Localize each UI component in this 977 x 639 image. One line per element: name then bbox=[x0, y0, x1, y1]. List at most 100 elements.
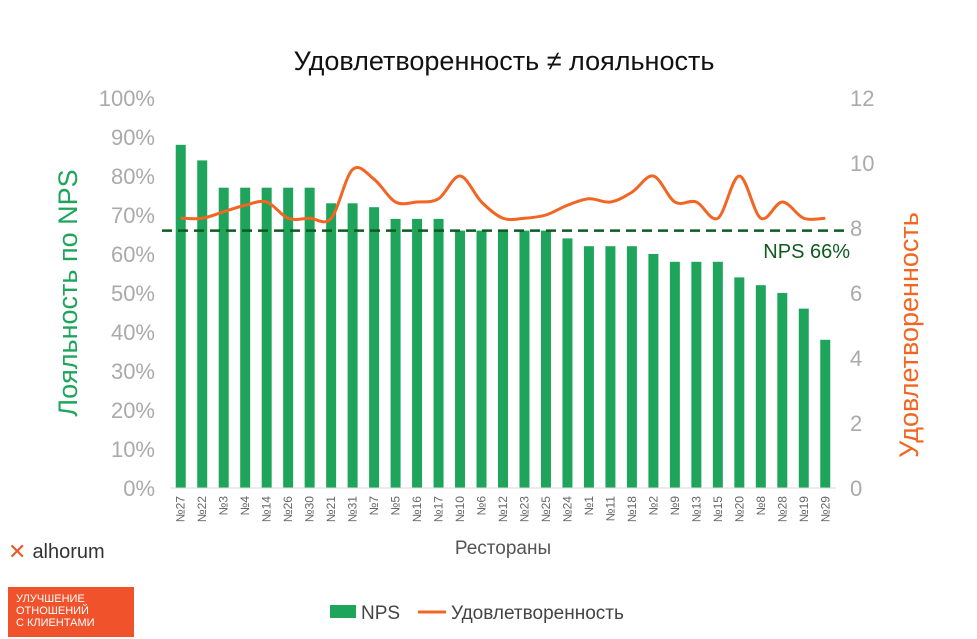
nps-bar bbox=[261, 187, 272, 488]
tagline-line: С КЛИЕНТАМИ bbox=[16, 617, 95, 629]
nps-bar bbox=[240, 187, 251, 488]
x-tick-label: №4 bbox=[238, 496, 252, 516]
x-tick-label: №27 bbox=[174, 496, 188, 523]
brand-logo: ✕ alhorum bbox=[8, 541, 105, 564]
x-tick-label: №8 bbox=[754, 496, 768, 516]
nps-bar bbox=[412, 218, 423, 488]
right-axis-label: Удовлетворенность bbox=[894, 212, 924, 458]
nps-bar bbox=[605, 246, 616, 488]
x-tick-label: №10 bbox=[453, 496, 467, 523]
nps-bar bbox=[390, 218, 401, 488]
x-tick-label: №30 bbox=[303, 496, 317, 523]
x-tick-label: №26 bbox=[281, 496, 295, 523]
x-tick-label: №23 bbox=[517, 496, 531, 523]
x-tick-label: №6 bbox=[475, 496, 489, 516]
nps-bar bbox=[175, 144, 186, 489]
x-tick-label: №5 bbox=[389, 496, 403, 516]
nps-bar bbox=[755, 285, 766, 488]
x-tick-label: №29 bbox=[818, 496, 832, 523]
nps-bar bbox=[347, 203, 358, 489]
left-tick-label: 80% bbox=[111, 164, 155, 189]
right-tick-label: 12 bbox=[850, 86, 874, 111]
nps-bar bbox=[304, 187, 315, 488]
close-x-icon: ✕ bbox=[8, 539, 27, 565]
nps-bar bbox=[648, 254, 659, 488]
x-tick-label: №9 bbox=[668, 496, 682, 516]
x-axis-title: Рестораны bbox=[455, 538, 551, 559]
tagline-line: УЛУЧШЕНИЕ bbox=[16, 593, 85, 605]
nps-bar bbox=[498, 230, 508, 488]
x-tick-label: №12 bbox=[496, 496, 510, 523]
nps-bar bbox=[777, 293, 788, 488]
x-axis-labels: №27 №22 №3 №4 №14 №26 №30 №21 №31 №7 №5 №16 №17 №10 №6… bbox=[174, 496, 833, 523]
x-tick-label: №15 bbox=[711, 496, 725, 523]
nps-bar bbox=[455, 230, 466, 488]
x-tick-label: №13 bbox=[689, 496, 703, 523]
x-tick-label: №16 bbox=[410, 496, 424, 523]
nps-bar bbox=[433, 218, 444, 488]
x-tick-label: №25 bbox=[539, 496, 553, 523]
right-tick-label: 4 bbox=[850, 346, 862, 371]
nps-bar bbox=[369, 207, 380, 488]
nps-bar bbox=[283, 187, 294, 488]
nps-bar bbox=[626, 246, 637, 488]
tagline-line: ОТНОШЕНИЙ bbox=[16, 605, 89, 617]
nps-bar bbox=[476, 230, 487, 488]
x-tick-label: №31 bbox=[346, 496, 360, 523]
x-tick-label: №11 bbox=[603, 496, 617, 522]
nps-bar bbox=[734, 277, 745, 488]
nps-bar bbox=[218, 187, 229, 488]
nps-bar bbox=[540, 230, 551, 488]
nps-bar bbox=[712, 261, 723, 488]
right-tick-label: 2 bbox=[850, 411, 862, 436]
right-tick-label: 6 bbox=[850, 281, 862, 306]
right-tick-label: 8 bbox=[850, 216, 862, 241]
nps-bar bbox=[669, 261, 680, 488]
x-tick-label: №18 bbox=[625, 496, 639, 523]
x-tick-label: №1 bbox=[582, 496, 596, 516]
chart-title: Удовлетворенность ≠ лояльность bbox=[294, 46, 715, 76]
left-tick-label: 30% bbox=[111, 359, 155, 384]
nps-bar bbox=[519, 230, 530, 488]
nps-bar bbox=[562, 238, 573, 488]
legend: NPS Удовлетворенность bbox=[330, 603, 624, 624]
legend-nps-label: NPS bbox=[361, 603, 400, 624]
nps-reference-label: NPS 66% bbox=[763, 241, 850, 263]
right-tick-label: 0 bbox=[850, 476, 862, 501]
nps-bar bbox=[326, 203, 337, 489]
x-tick-label: №20 bbox=[732, 496, 746, 523]
nps-bar bbox=[197, 160, 208, 488]
nps-bar bbox=[583, 246, 594, 488]
left-tick-label: 50% bbox=[111, 281, 155, 306]
nps-bar bbox=[691, 261, 702, 488]
left-tick-label: 40% bbox=[111, 320, 155, 345]
legend-nps-swatch bbox=[330, 605, 356, 618]
left-tick-label: 20% bbox=[111, 398, 155, 423]
x-tick-label: №14 bbox=[260, 496, 274, 523]
nps-bar bbox=[820, 339, 831, 488]
nps-bar bbox=[798, 308, 809, 488]
left-tick-label: 60% bbox=[111, 242, 155, 267]
x-tick-label: №28 bbox=[775, 496, 789, 523]
left-tick-label: 10% bbox=[111, 437, 155, 462]
left-tick-label: 0% bbox=[123, 476, 155, 501]
left-tick-label: 100% bbox=[99, 86, 155, 111]
right-tick-label: 10 bbox=[850, 151, 874, 176]
brand-tagline: УЛУЧШЕНИЕ ОТНОШЕНИЙ С КЛИЕНТАМИ bbox=[8, 587, 134, 637]
left-tick-label: 70% bbox=[111, 203, 155, 228]
x-tick-label: №24 bbox=[560, 496, 574, 523]
brand-name: alhorum bbox=[32, 541, 105, 563]
satisfaction-line bbox=[180, 166, 826, 224]
legend-satisfaction-label: Удовлетворенность bbox=[451, 603, 624, 624]
x-tick-label: №2 bbox=[646, 496, 660, 516]
x-tick-label: №22 bbox=[195, 496, 209, 523]
nps-bars bbox=[175, 144, 831, 489]
x-tick-label: №17 bbox=[432, 496, 446, 523]
x-tick-label: №3 bbox=[217, 496, 231, 516]
x-tick-label: №21 bbox=[324, 496, 338, 523]
x-tick-label: №19 bbox=[797, 496, 811, 523]
left-axis-ticks: 0% 10% 20% 30% 40% 50% 60% 70% 80% 90% 100% bbox=[99, 86, 155, 501]
left-axis-label: Лояльность по NPS bbox=[53, 169, 83, 416]
x-tick-label: №7 bbox=[367, 496, 381, 516]
